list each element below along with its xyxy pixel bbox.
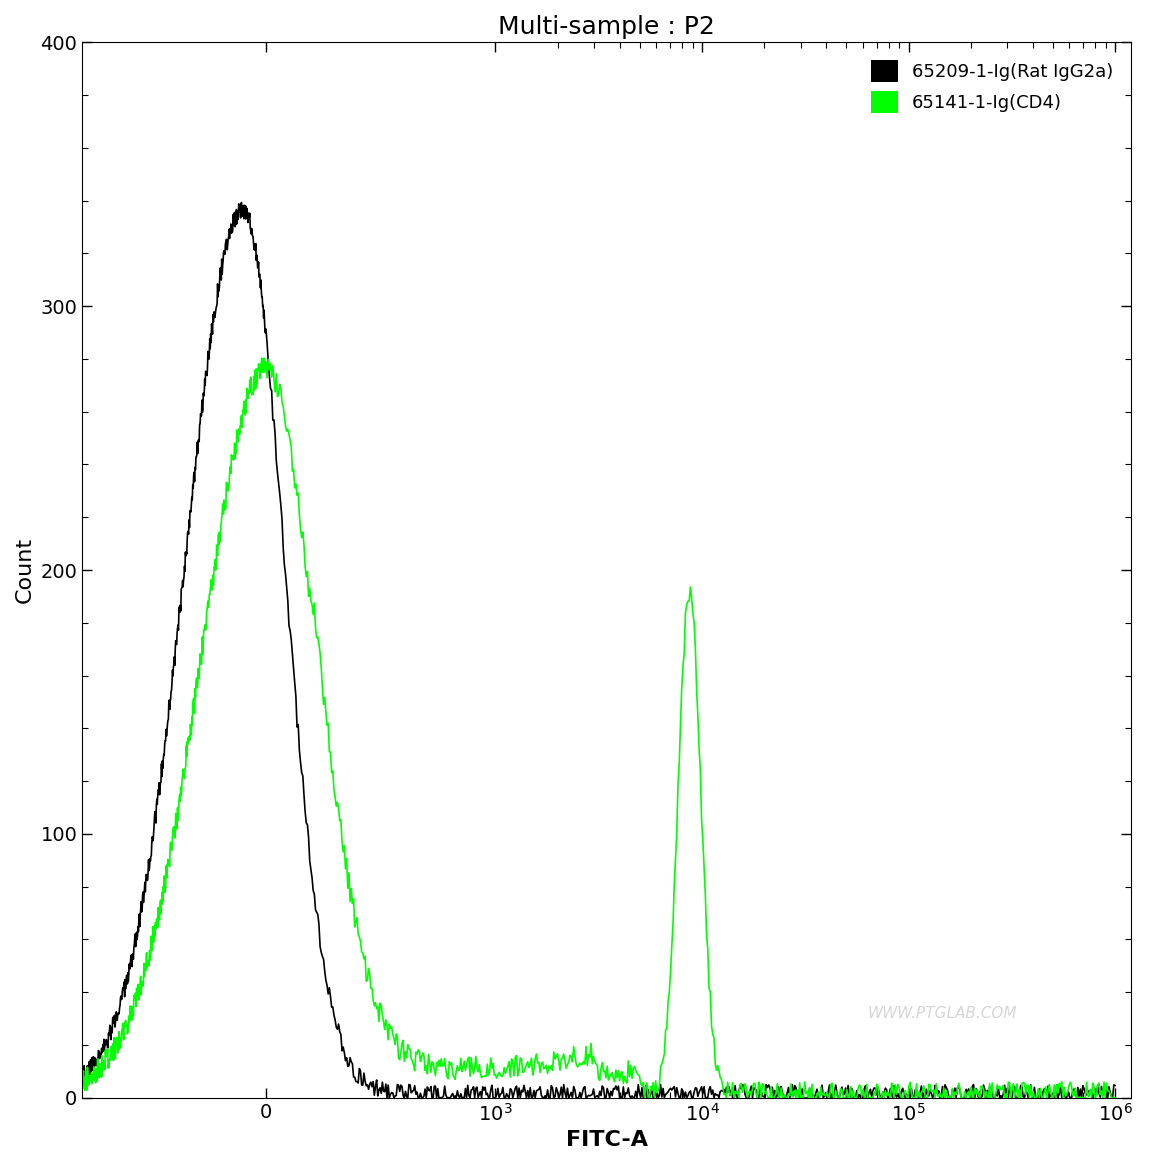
Y-axis label: Count: Count xyxy=(15,537,34,603)
Legend: 65209-1-Ig(Rat IgG2a), 65141-1-Ig(CD4): 65209-1-Ig(Rat IgG2a), 65141-1-Ig(CD4) xyxy=(861,51,1122,122)
Title: Multi-sample : P2: Multi-sample : P2 xyxy=(498,15,715,38)
Text: WWW.PTGLAB.COM: WWW.PTGLAB.COM xyxy=(868,1005,1018,1021)
X-axis label: FITC-A: FITC-A xyxy=(566,1130,647,1150)
